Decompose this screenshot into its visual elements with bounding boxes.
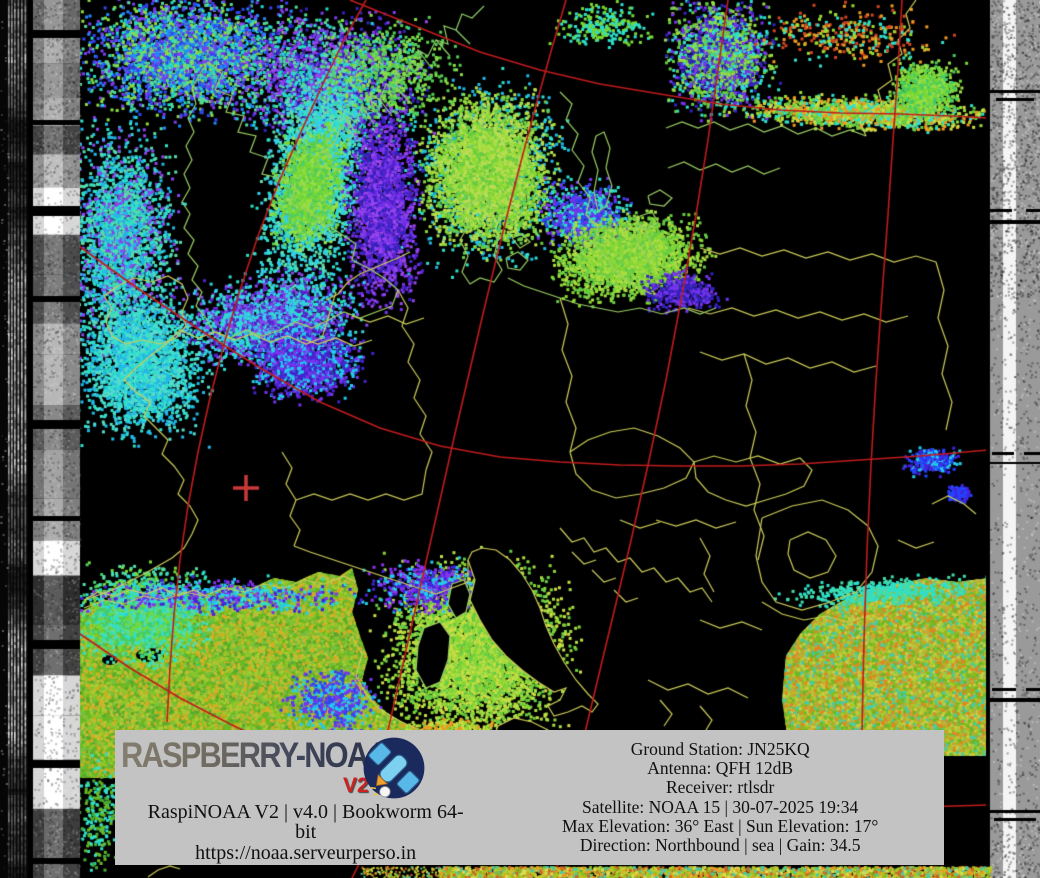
- logo-wordmark: RASPBERRY-NOAA: [121, 736, 390, 775]
- satellite-logo-icon: [363, 737, 425, 799]
- info-overlay-panel: RASPBERRY-NOAA V2 RaspiNOAA V2 | v4.0 | …: [115, 730, 944, 865]
- system-info-line: RaspiNOAA V2 | v4.0 | Bookworm 64-bit: [147, 801, 464, 843]
- branding-block: RASPBERRY-NOAA V2 RaspiNOAA V2 | v4.0 | …: [115, 730, 496, 865]
- satellite-line: Satellite: NOAA 15 | 30-07-2025 19:34: [582, 796, 859, 817]
- station-url: https://noaa.serveurperso.in: [195, 842, 417, 864]
- logo-version-badge: V2: [343, 774, 369, 797]
- pass-details-block: Ground Station: JN25KQ Antenna: QFH 12dB…: [496, 730, 944, 865]
- raspberry-noaa-logo: RASPBERRY-NOAA V2: [115, 730, 496, 802]
- receiver-line: Receiver: rtlsdr: [665, 777, 775, 798]
- ground-station-line: Ground Station: JN25KQ: [630, 738, 810, 759]
- direction-line: Direction: Northbound | sea | Gain: 34.5: [579, 835, 861, 856]
- antenna-line: Antenna: QFH 12dB: [647, 757, 794, 778]
- elevation-line: Max Elevation: 36° East | Sun Elevation:…: [561, 815, 879, 836]
